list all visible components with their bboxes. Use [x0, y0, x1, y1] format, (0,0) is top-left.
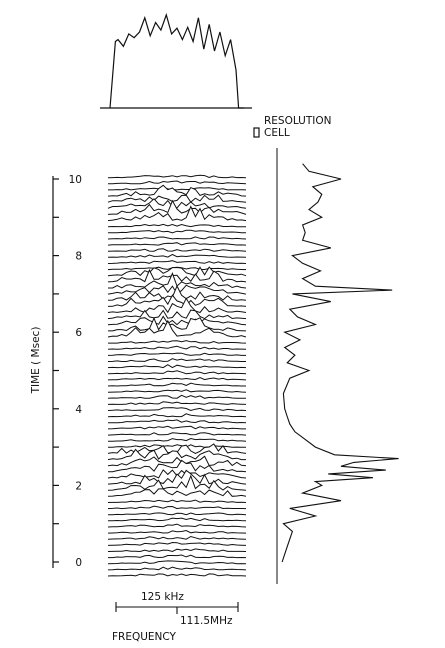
waterfall-trace [107, 284, 247, 301]
waterfall-trace [107, 345, 247, 350]
time-axis-label: TIME ( Msec) [30, 327, 42, 395]
waterfall-trace [107, 455, 247, 467]
waterfall-trace [107, 474, 247, 491]
waterfall-trace [107, 229, 247, 234]
waterfall-trace [107, 358, 246, 362]
frequency-scale: 125 kHz 111.5MHz FREQUENCY [112, 591, 239, 643]
time-tick-label: 0 [75, 557, 82, 569]
waterfall-trace [107, 319, 247, 338]
waterfall-trace [107, 432, 247, 436]
waterfall-trace [108, 340, 247, 344]
waterfall-trace [107, 566, 247, 571]
waterfall-trace [107, 199, 247, 215]
waterfall-trace [107, 205, 247, 222]
waterfall-trace [107, 448, 246, 461]
waterfall-trace [107, 352, 246, 356]
waterfall-trace [107, 198, 247, 209]
waterfall-trace [108, 180, 247, 185]
waterfall-trace [107, 401, 247, 405]
waterfall-trace [107, 517, 247, 522]
scale-bar-label: 125 kHz [141, 591, 184, 603]
waterfall-trace [107, 394, 246, 399]
cell-label: CELL [264, 127, 290, 139]
waterfall-traces [107, 174, 247, 577]
waterfall-trace [107, 548, 247, 553]
waterfall-trace [107, 294, 247, 307]
top-spectrum [100, 12, 252, 109]
waterfall-trace [107, 469, 247, 485]
time-tick-label: 2 [75, 480, 82, 492]
waterfall-trace [107, 297, 247, 314]
waterfall-trace [107, 535, 247, 540]
top-spectrum-line [109, 12, 244, 109]
waterfall-trace [107, 253, 247, 258]
waterfall-trace [107, 407, 247, 412]
waterfall-trace [107, 499, 247, 503]
waterfall-trace [107, 382, 246, 387]
time-profile [276, 148, 399, 584]
time-tick-label: 6 [75, 327, 82, 339]
waterfall-trace [107, 541, 247, 546]
waterfall-trace [107, 268, 247, 283]
resolution-cell-box [253, 127, 260, 138]
waterfall-trace [107, 242, 247, 246]
time-tick-label: 4 [75, 404, 82, 416]
time-tick-label: 8 [75, 251, 82, 263]
waterfall-trace [107, 529, 247, 534]
waterfall-trace [107, 174, 247, 179]
waterfall-trace [107, 488, 247, 497]
waterfall-trace [107, 194, 247, 203]
waterfall-trace [107, 425, 246, 430]
waterfall-trace [108, 512, 247, 516]
resolution-cell-legend: RESOLUTION CELL [253, 115, 332, 139]
waterfall-trace [107, 523, 247, 528]
waterfall-trace [107, 315, 247, 326]
center-frequency-label: 111.5MHz [180, 615, 233, 627]
waterfall-trace [107, 223, 246, 228]
time-axis: TIME ( Msec) 0 2 4 6 8 10 [30, 174, 82, 569]
waterfall-trace [108, 554, 247, 559]
waterfall-trace [107, 413, 247, 418]
frequency-axis-label: FREQUENCY [112, 631, 177, 643]
waterfall-trace [107, 364, 247, 369]
waterfall-trace [107, 419, 247, 424]
waterfall-trace [107, 248, 247, 252]
waterfall-trace [107, 236, 247, 240]
waterfall-trace [107, 377, 247, 381]
waterfall-trace [107, 184, 247, 197]
time-tick-label: 10 [69, 174, 82, 186]
waterfall-trace [107, 260, 247, 264]
time-profile-line [281, 163, 399, 563]
waterfall-trace [107, 370, 247, 375]
waterfall-trace [107, 459, 247, 473]
resolution-label: RESOLUTION [264, 115, 332, 127]
waterfall-trace [108, 316, 247, 332]
waterfall-trace [108, 186, 247, 191]
waterfall-trace [107, 266, 247, 277]
waterfall-trace [107, 505, 247, 510]
waterfall-trace [108, 444, 246, 448]
waterfall-trace [107, 560, 247, 565]
waterfall-trace [107, 573, 247, 577]
waterfall-trace [107, 389, 247, 393]
waterfall-trace [108, 437, 247, 442]
waterfall-trace [107, 309, 247, 320]
